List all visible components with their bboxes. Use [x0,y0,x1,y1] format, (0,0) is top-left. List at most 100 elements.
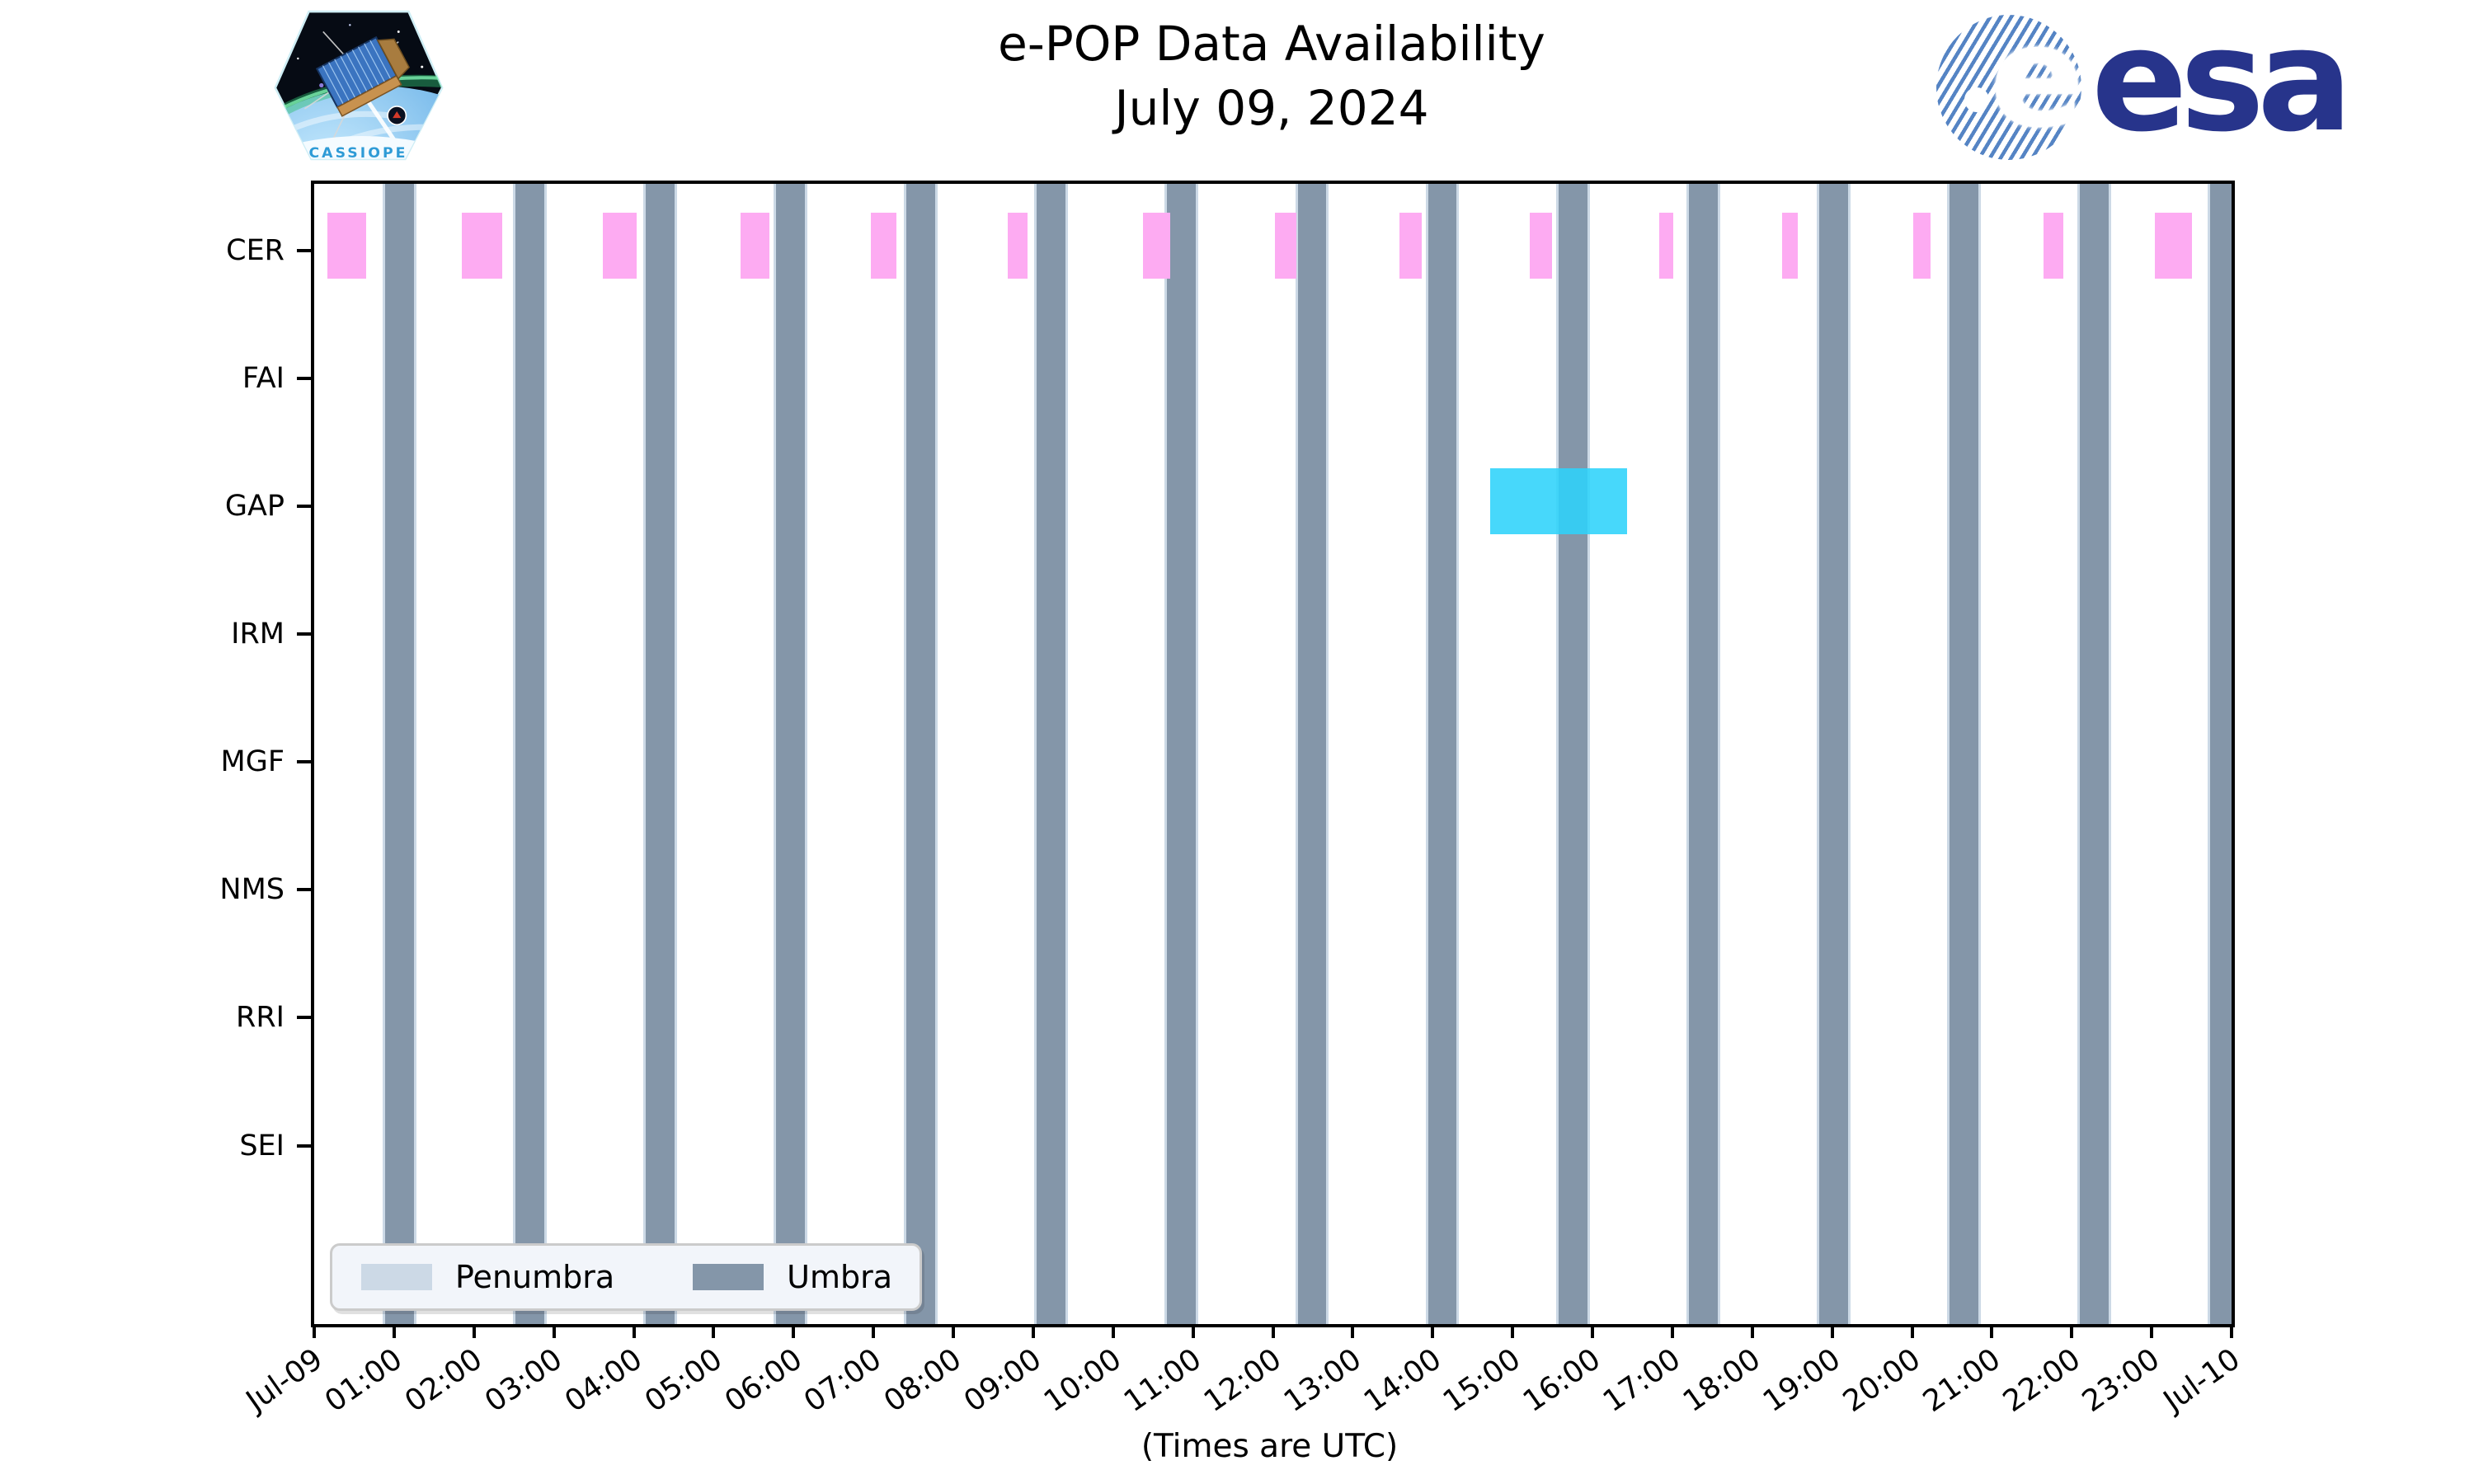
x-tick [792,1324,796,1338]
y-axis: CER FAI GAP IRM MGF NMS RRI SEI [0,181,311,1327]
cer-availability-bar [462,212,502,279]
umbra-shading-bar [1686,184,1720,1324]
legend: Penumbra Umbra [330,1243,922,1311]
x-tick [1990,1324,1994,1338]
x-tick [1830,1324,1834,1338]
x-tick [1750,1324,1754,1338]
umbra-shading-bar [1295,184,1329,1324]
y-tick [297,376,311,380]
esa-wordmark: esa [2091,0,2353,163]
cer-availability-bar [1007,212,1028,279]
x-label-0100: 01:00 [318,1342,409,1420]
chart-title: e-POP Data Availability [998,16,1545,72]
x-label-2300: 23:00 [2077,1342,2166,1420]
x-axis-caption: (Times are UTC) [1141,1428,1399,1465]
umbra-swatch-icon [693,1264,764,1290]
cer-availability-bar [1530,212,1552,279]
x-tick [712,1324,716,1338]
x-label-1900: 19:00 [1757,1342,1847,1420]
umbra-shading-bar [1555,184,1590,1324]
y-label-cer: CER [226,233,285,267]
cer-availability-bar [1142,212,1171,279]
x-tick [552,1324,556,1338]
x-label-0400: 04:00 [558,1342,649,1420]
x-tick [1111,1324,1115,1338]
x-label-1700: 17:00 [1597,1342,1687,1420]
cer-availability-bar [1659,212,1673,279]
x-label-1800: 18:00 [1677,1342,1767,1420]
umbra-shading-bar [774,184,808,1324]
x-tick [1031,1324,1035,1338]
x-tick [1431,1324,1435,1338]
umbra-shading-bar [1034,184,1069,1324]
x-label-2200: 22:00 [1997,1342,2086,1420]
umbra-shading-bar [2208,184,2232,1324]
chart-subtitle-date: July 09, 2024 [1114,80,1429,136]
umbra-shading-bar [1425,184,1460,1324]
x-tick [1511,1324,1515,1338]
esa-globe-e-glyph: e [1989,15,2081,159]
plot-area: Penumbra Umbra [311,181,2235,1327]
cer-availability-bar [1781,212,1798,279]
legend-entry-penumbra: Penumbra [361,1259,614,1295]
x-label-jul-09: Jul-09 [240,1342,329,1419]
patch-satellite [315,35,411,117]
y-label-rri: RRI [236,1001,285,1035]
y-label-nms: NMS [219,873,285,907]
x-label-2100: 21:00 [1917,1342,2006,1420]
esa-globe-dot [1964,87,1989,112]
cer-availability-bar [741,212,770,279]
cer-availability-bar [2155,212,2192,279]
cer-availability-bar [1912,212,1931,279]
x-tick [1591,1324,1594,1338]
cer-availability-bar [602,212,637,279]
x-label-1500: 15:00 [1437,1342,1527,1420]
x-label-1200: 12:00 [1197,1342,1288,1420]
patch-csa-emblem-mark [393,110,402,119]
x-tick [1191,1324,1195,1338]
cer-availability-bar [1399,212,1422,279]
x-label-0200: 02:00 [398,1342,489,1420]
x-tick [392,1324,396,1338]
x-tick [313,1324,316,1338]
y-tick [297,1016,311,1020]
penumbra-swatch-icon [361,1264,432,1290]
x-tick [2150,1324,2154,1338]
gap-availability-bar [1490,467,1627,534]
cer-availability-bar [871,212,897,279]
umbra-shading-bar [1164,184,1199,1324]
x-label-2000: 20:00 [1837,1342,1927,1420]
umbra-shading-bar [1816,184,1851,1324]
x-tick [1271,1324,1275,1338]
esa-logo: e esa [1936,0,2353,167]
x-label-1600: 16:00 [1517,1342,1607,1420]
x-axis: Jul-09 01:00 02:00 03:00 04:00 05:00 06:00 07:0… [240,1324,2246,1484]
umbra-shading-bar [643,184,678,1324]
umbra-shading-bar [513,184,548,1324]
umbra-shading-bar [2077,184,2111,1324]
esa-globe-icon: e [1936,15,2081,160]
x-tick [872,1324,876,1338]
y-tick [297,504,311,508]
x-tick [472,1324,476,1338]
chart-title-block: e-POP Data Availability July 09, 2024 [558,12,1985,140]
y-tick [297,632,311,636]
y-label-mgf: MGF [220,745,285,779]
y-label-gap: GAP [224,489,285,523]
x-label-0900: 09:00 [957,1342,1048,1420]
x-tick [632,1324,636,1338]
patch-bottom-band [281,135,438,159]
x-tick [952,1324,955,1338]
legend-label: Umbra [787,1259,893,1295]
y-label-irm: IRM [231,617,285,650]
x-label-0800: 08:00 [878,1342,968,1420]
x-label-0500: 05:00 [638,1342,728,1420]
umbra-shading-bar [904,184,938,1324]
x-label-jul-10: Jul-10 [2157,1342,2246,1419]
x-label-1300: 13:00 [1277,1342,1367,1420]
legend-entry-umbra: Umbra [693,1259,892,1295]
x-label-0300: 03:00 [478,1342,569,1420]
y-tick [297,760,311,764]
x-label-1400: 14:00 [1357,1342,1447,1420]
